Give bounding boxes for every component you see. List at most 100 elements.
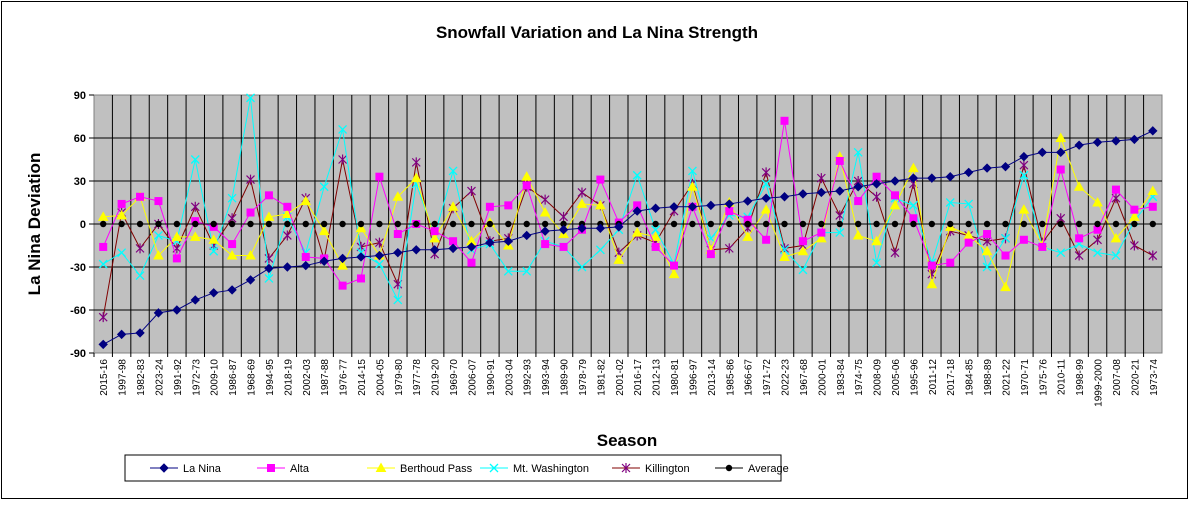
data-point-average	[983, 220, 991, 228]
data-point-alta	[246, 208, 255, 217]
legend-marker	[725, 464, 733, 472]
data-point-alta	[854, 197, 863, 206]
data-point-berthoud-pass	[742, 231, 754, 241]
data-point-berthoud-pass	[613, 254, 625, 264]
data-point-alta	[909, 214, 918, 223]
data-point-berthoud-pass	[429, 232, 441, 243]
data-point-average	[891, 220, 899, 228]
data-point-berthoud-pass	[1110, 232, 1122, 243]
y-tick-label: -30	[70, 262, 86, 274]
data-point-mt-washington	[945, 198, 955, 207]
data-point-average	[634, 220, 641, 228]
series-mt-washington	[98, 93, 1158, 305]
legend-marker	[621, 463, 631, 473]
data-point-mt-washington	[853, 147, 863, 157]
data-point-killington	[540, 194, 550, 205]
data-point-average	[339, 220, 346, 228]
data-point-alta	[817, 228, 826, 237]
series-line-alta	[102, 120, 1153, 287]
data-point-la-nina	[393, 247, 403, 258]
x-tick-label: 2010-11	[1057, 359, 1068, 395]
data-point-average	[1075, 220, 1083, 228]
data-point-alta	[670, 261, 679, 270]
data-point-mt-washington	[319, 182, 329, 192]
data-point-berthoud-pass	[337, 260, 348, 270]
data-point-berthoud-pass	[171, 231, 183, 241]
data-point-average	[486, 220, 494, 228]
data-point-la-nina	[1129, 134, 1140, 145]
data-point-berthoud-pass	[1129, 211, 1140, 221]
data-point-berthoud-pass	[97, 211, 109, 221]
data-point-alta	[1130, 205, 1139, 214]
data-point-alta	[725, 207, 734, 216]
data-point-average	[523, 220, 530, 228]
data-point-la-nina	[945, 171, 955, 182]
x-tick-label: 2009-10	[210, 359, 221, 396]
data-point-average	[726, 220, 733, 228]
data-point-la-nina	[337, 253, 348, 264]
data-point-alta	[357, 274, 365, 283]
data-point-la-nina	[172, 305, 182, 315]
data-point-mt-washington	[190, 155, 200, 164]
data-point-average	[707, 220, 715, 228]
data-point-la-nina	[227, 285, 237, 295]
data-point-killington	[98, 312, 108, 323]
data-point-alta	[780, 116, 789, 125]
data-point-average	[118, 220, 125, 228]
data-point-mt-washington	[780, 245, 789, 255]
data-point-average	[192, 220, 199, 228]
data-point-killington	[872, 191, 882, 202]
data-point-alta	[596, 175, 605, 184]
data-point-average	[136, 220, 144, 228]
data-point-berthoud-pass	[208, 234, 220, 244]
data-point-average	[155, 220, 162, 228]
data-point-mt-washington	[117, 248, 127, 258]
data-point-berthoud-pass	[852, 229, 864, 240]
data-point-la-nina	[687, 202, 698, 212]
x-tick-label: 2006-07	[467, 359, 478, 396]
data-point-la-nina	[1074, 140, 1084, 150]
data-point-la-nina	[153, 308, 164, 318]
data-point-average	[210, 220, 217, 228]
data-point-la-nina	[1111, 136, 1121, 146]
data-point-berthoud-pass	[687, 181, 698, 191]
data-point-alta	[283, 202, 292, 211]
x-tick-label: 2015-16	[99, 359, 110, 396]
y-tick-label: -60	[70, 305, 86, 317]
data-point-la-nina	[98, 339, 108, 350]
data-point-average	[873, 220, 880, 228]
data-point-la-nina	[558, 225, 569, 235]
x-tick-label: 1985-86	[725, 359, 736, 396]
data-point-berthoud-pass	[355, 222, 367, 233]
x-tick-label: 2013-14	[707, 359, 718, 396]
data-point-mt-washington	[503, 266, 513, 276]
data-point-berthoud-pass	[116, 209, 127, 220]
data-point-average	[394, 220, 402, 228]
data-point-berthoud-pass	[1092, 196, 1103, 207]
legend-marker	[267, 464, 275, 472]
data-point-mt-washington	[135, 271, 145, 281]
data-point-la-nina	[466, 242, 477, 252]
data-point-la-nina	[282, 262, 293, 272]
x-tick-label: 1994-95	[265, 359, 276, 396]
data-point-mt-washington	[153, 231, 163, 240]
data-point-killington	[246, 174, 255, 185]
data-point-mt-washington	[908, 200, 918, 210]
data-point-mt-washington	[1111, 251, 1121, 260]
data-point-berthoud-pass	[189, 231, 201, 241]
x-tick-label: 2007-08	[1112, 359, 1123, 396]
data-point-berthoud-pass	[908, 162, 919, 173]
x-tick-label: 2021-22	[1001, 359, 1012, 396]
x-tick-label: 2022-23	[781, 359, 792, 396]
data-point-la-nina	[742, 196, 753, 206]
data-point-alta	[172, 254, 181, 263]
x-axis-ticks: 2015-16 1997-98 1982-83 2023-24 1991-92 1972-…	[93, 353, 1160, 407]
data-point-alta	[430, 227, 439, 236]
x-tick-label: 1972-73	[191, 359, 202, 396]
x-tick-label: 1980-81	[670, 359, 681, 396]
legend-marker	[375, 462, 387, 472]
x-tick-label: 1979-80	[394, 359, 405, 396]
legend-item-berthoud-pass: Berthoud Pass	[367, 462, 473, 475]
data-point-la-nina	[208, 288, 219, 298]
